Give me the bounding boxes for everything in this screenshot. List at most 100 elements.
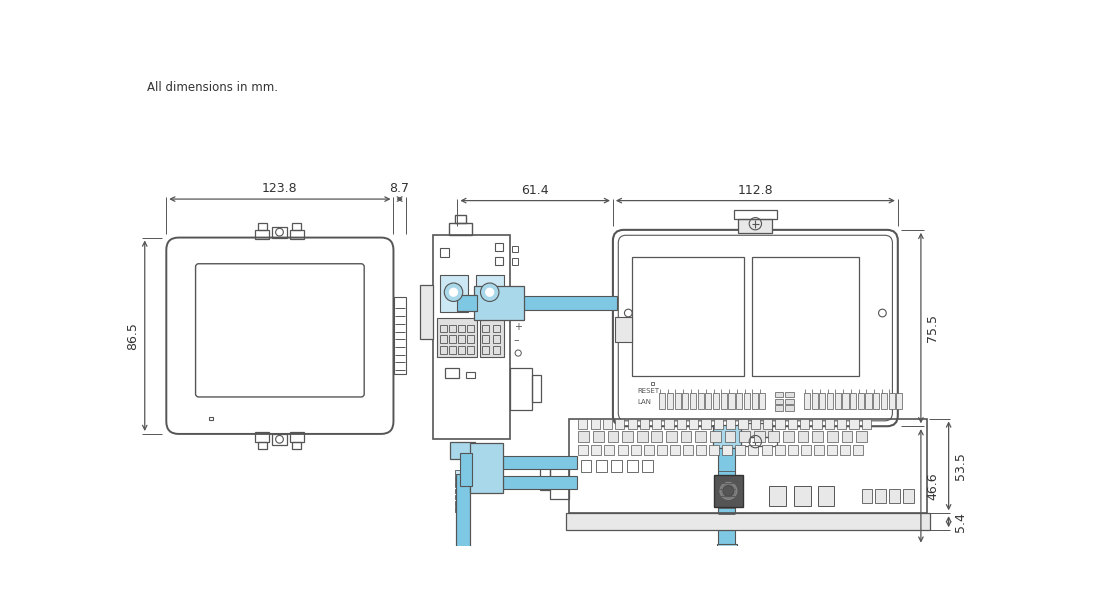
Bar	[449, 324, 456, 332]
Bar	[493, 335, 500, 343]
Text: 86.5: 86.5	[127, 322, 140, 349]
Bar	[801, 444, 811, 455]
Bar	[812, 419, 822, 429]
Bar	[889, 393, 895, 408]
Bar	[445, 368, 459, 378]
Bar	[644, 444, 654, 455]
Bar	[482, 335, 489, 343]
Bar	[786, 405, 794, 411]
Bar	[255, 230, 269, 239]
Bar	[455, 495, 470, 500]
Bar	[696, 444, 706, 455]
Bar	[434, 235, 510, 440]
Bar	[258, 223, 267, 230]
Bar	[843, 393, 848, 408]
Bar	[578, 431, 589, 441]
Bar	[768, 431, 779, 441]
Bar	[722, 444, 732, 455]
Bar	[725, 431, 736, 441]
Bar	[569, 419, 927, 513]
Bar	[470, 443, 503, 493]
Bar	[856, 431, 867, 441]
Bar	[460, 453, 472, 485]
Bar	[733, 210, 777, 219]
Bar	[752, 393, 757, 408]
Bar	[439, 324, 447, 332]
Bar	[875, 489, 886, 503]
Bar	[500, 456, 577, 470]
Bar	[827, 393, 833, 408]
Bar	[682, 393, 689, 408]
Bar	[437, 318, 478, 357]
Bar	[468, 346, 474, 354]
Bar	[873, 393, 880, 408]
Bar	[455, 470, 470, 474]
Bar	[763, 419, 773, 429]
Bar	[783, 431, 794, 441]
Bar	[255, 432, 269, 441]
Bar	[665, 419, 673, 429]
Bar	[697, 393, 704, 408]
Bar	[458, 346, 465, 354]
Bar	[739, 423, 773, 437]
Bar	[749, 444, 759, 455]
Bar	[395, 297, 406, 374]
Bar	[812, 393, 818, 408]
Bar	[550, 457, 569, 500]
Bar	[627, 419, 637, 429]
Bar	[457, 295, 477, 311]
Bar	[482, 346, 489, 354]
Bar	[769, 485, 786, 506]
Bar	[713, 425, 741, 447]
Bar	[681, 431, 692, 441]
Bar	[639, 419, 649, 429]
Bar	[794, 485, 811, 506]
Bar	[590, 419, 600, 429]
Bar	[670, 444, 680, 455]
Bar	[890, 489, 901, 503]
Bar	[744, 393, 750, 408]
Bar	[603, 419, 612, 429]
Bar	[596, 460, 607, 473]
Bar	[482, 324, 489, 332]
Bar	[739, 419, 748, 429]
Bar	[714, 474, 743, 507]
Bar	[591, 444, 601, 455]
Bar	[455, 507, 470, 512]
Bar	[439, 335, 447, 343]
Bar	[850, 393, 856, 408]
Text: +: +	[514, 322, 521, 332]
Bar	[674, 393, 681, 408]
Bar	[835, 393, 841, 408]
Bar	[705, 393, 712, 408]
Bar	[272, 227, 287, 238]
Text: 8.7: 8.7	[389, 182, 410, 195]
Text: All dimensions in mm.: All dimensions in mm.	[148, 82, 278, 94]
Bar	[475, 275, 504, 312]
Bar	[812, 431, 823, 441]
Text: 75.5: 75.5	[926, 314, 939, 342]
Bar	[637, 431, 647, 441]
Bar	[510, 368, 532, 410]
Bar	[718, 447, 736, 546]
Bar	[455, 476, 470, 481]
Bar	[775, 392, 783, 397]
Bar	[455, 489, 470, 493]
Circle shape	[449, 287, 458, 297]
Bar	[861, 489, 872, 503]
Bar	[820, 393, 825, 408]
Bar	[580, 460, 591, 473]
Bar	[786, 398, 794, 404]
Bar	[677, 419, 686, 429]
Bar	[474, 286, 525, 320]
Bar	[653, 419, 661, 429]
Bar	[861, 419, 871, 429]
Bar	[714, 419, 722, 429]
Bar	[512, 258, 518, 265]
Bar	[717, 544, 737, 555]
Bar	[291, 230, 304, 239]
Bar	[726, 419, 736, 429]
Bar	[540, 467, 550, 490]
Bar	[788, 444, 798, 455]
Bar	[532, 375, 541, 402]
